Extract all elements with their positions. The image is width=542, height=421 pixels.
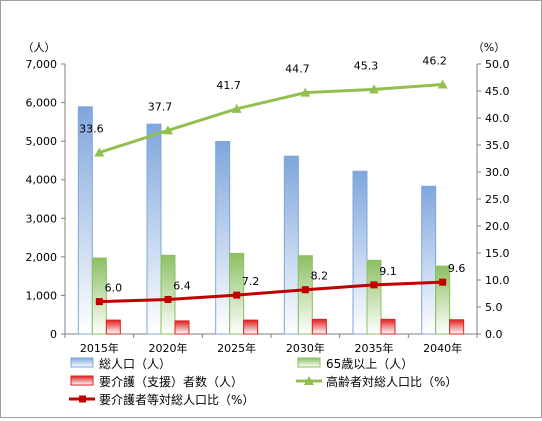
y-right-tick-label: 45.0: [485, 85, 510, 98]
data-label: 6.0: [105, 282, 123, 295]
data-label: 9.1: [379, 265, 397, 278]
line-point-triangle: [437, 79, 448, 89]
y-left-tick-label: 3,000: [26, 212, 58, 225]
y-left-tick-label: 5,000: [26, 135, 58, 148]
bar-series-1: [215, 141, 231, 335]
legend-marker-triangle: [304, 376, 314, 385]
bar-series-2: [297, 255, 313, 335]
y-right-tick-label: 50.0: [485, 58, 510, 71]
line-point-triangle: [369, 84, 379, 94]
line-point-square: [439, 278, 447, 286]
bar-series-2: [366, 259, 382, 335]
legend-label: 要介護（支援）者数（人）: [99, 374, 243, 389]
bar-series-3: [380, 318, 396, 335]
y-left-tick-label: 0: [50, 328, 57, 341]
data-label: 33.6: [79, 123, 104, 136]
data-label: 7.2: [242, 275, 260, 288]
bar-series-3: [105, 319, 121, 335]
bar-series-1: [421, 185, 437, 335]
x-tick-label: 2030年: [286, 341, 325, 355]
data-label: 45.3: [354, 59, 379, 72]
x-tick-label: 2025年: [217, 341, 256, 355]
line-series-1: [98, 83, 443, 154]
legend-label: 要介護者等対総人口比（%）: [99, 392, 254, 407]
bar-series-2: [435, 265, 451, 335]
line-point-triangle: [300, 87, 311, 97]
line-point-triangle: [94, 147, 105, 157]
legend-swatch-bar: [70, 357, 94, 368]
bar-series-3: [243, 319, 259, 335]
y-left-tick-label: 2,000: [26, 251, 58, 264]
y-right-tick-label: 35.0: [485, 139, 510, 152]
data-label: 6.4: [173, 279, 191, 292]
legend: 総人口（人） 65歳以上（人） 要介護（支援）者数（人） 高齢者対総人口比（%） 要介護…: [69, 357, 457, 407]
bar-series-2: [160, 254, 176, 335]
bar-series-1: [77, 106, 93, 335]
y-left-unit-label: （人）: [23, 41, 56, 54]
bar-series-3: [449, 319, 465, 335]
y-left-tick-label: 6,000: [26, 97, 58, 110]
line-series-2: [99, 280, 443, 304]
x-tick-label: 2040年: [423, 341, 462, 355]
data-label: 46.2: [422, 55, 447, 68]
data-label: 37.7: [148, 100, 173, 113]
legend-marker-square: [79, 395, 86, 403]
line-point-square: [370, 281, 378, 289]
lines: 33.6 37.7 41.7 44.7 45.3 46.2 6.0 6.4 7.2 8.2 9.1 9…: [79, 55, 465, 306]
bar-series-3: [174, 320, 190, 335]
legend-swatch-bar: [297, 357, 321, 368]
line-point-triangle: [231, 103, 242, 113]
x-tick-label: 2020年: [149, 341, 188, 355]
y-right-tick-label: 10.0: [485, 274, 510, 287]
bar-series-3: [311, 318, 327, 335]
y-right-unit-label: （%）: [473, 41, 505, 54]
line-point-square: [233, 291, 241, 299]
data-label: 44.7: [285, 63, 310, 76]
legend-label: 高齢者対総人口比（%）: [326, 374, 457, 389]
y-right-tick-label: 0.0: [485, 328, 503, 341]
y-right-tick-label: 5.0: [485, 301, 503, 314]
x-tick-label: 2015年: [80, 341, 119, 355]
bars: [77, 106, 465, 335]
y-left-tick-label: 1,000: [26, 289, 58, 302]
legend-swatch-bar: [70, 375, 94, 386]
y-right-tick-label: 40.0: [485, 112, 510, 125]
bar-series-1: [146, 123, 162, 335]
bar-series-1: [283, 155, 299, 335]
data-label: 8.2: [311, 270, 329, 283]
data-label: 9.6: [448, 262, 466, 275]
y-right-tick-label: 25.0: [485, 193, 510, 206]
legend-label: 65歳以上（人）: [326, 357, 413, 371]
y-right-tick-label: 15.0: [485, 247, 510, 260]
bar-series-1: [352, 170, 368, 335]
y-right-tick-label: 20.0: [485, 220, 510, 233]
y-right-tick-label: 30.0: [485, 166, 510, 179]
line-point-square: [301, 286, 309, 294]
x-tick-label: 2035年: [355, 341, 394, 355]
line-point-square: [95, 298, 103, 306]
legend-label: 総人口（人）: [99, 357, 171, 371]
data-label: 41.7: [216, 79, 241, 92]
y-left-tick-label: 4,000: [26, 174, 58, 187]
y-left-tick-label: 7,000: [26, 58, 58, 71]
line-point-triangle: [163, 125, 173, 135]
bar-series-2: [91, 257, 107, 335]
axes: 0 1,000 2,000 3,000 4,000 5,000 6,000 7,000 0.0 5…: [26, 58, 510, 355]
line-point-square: [164, 295, 172, 303]
